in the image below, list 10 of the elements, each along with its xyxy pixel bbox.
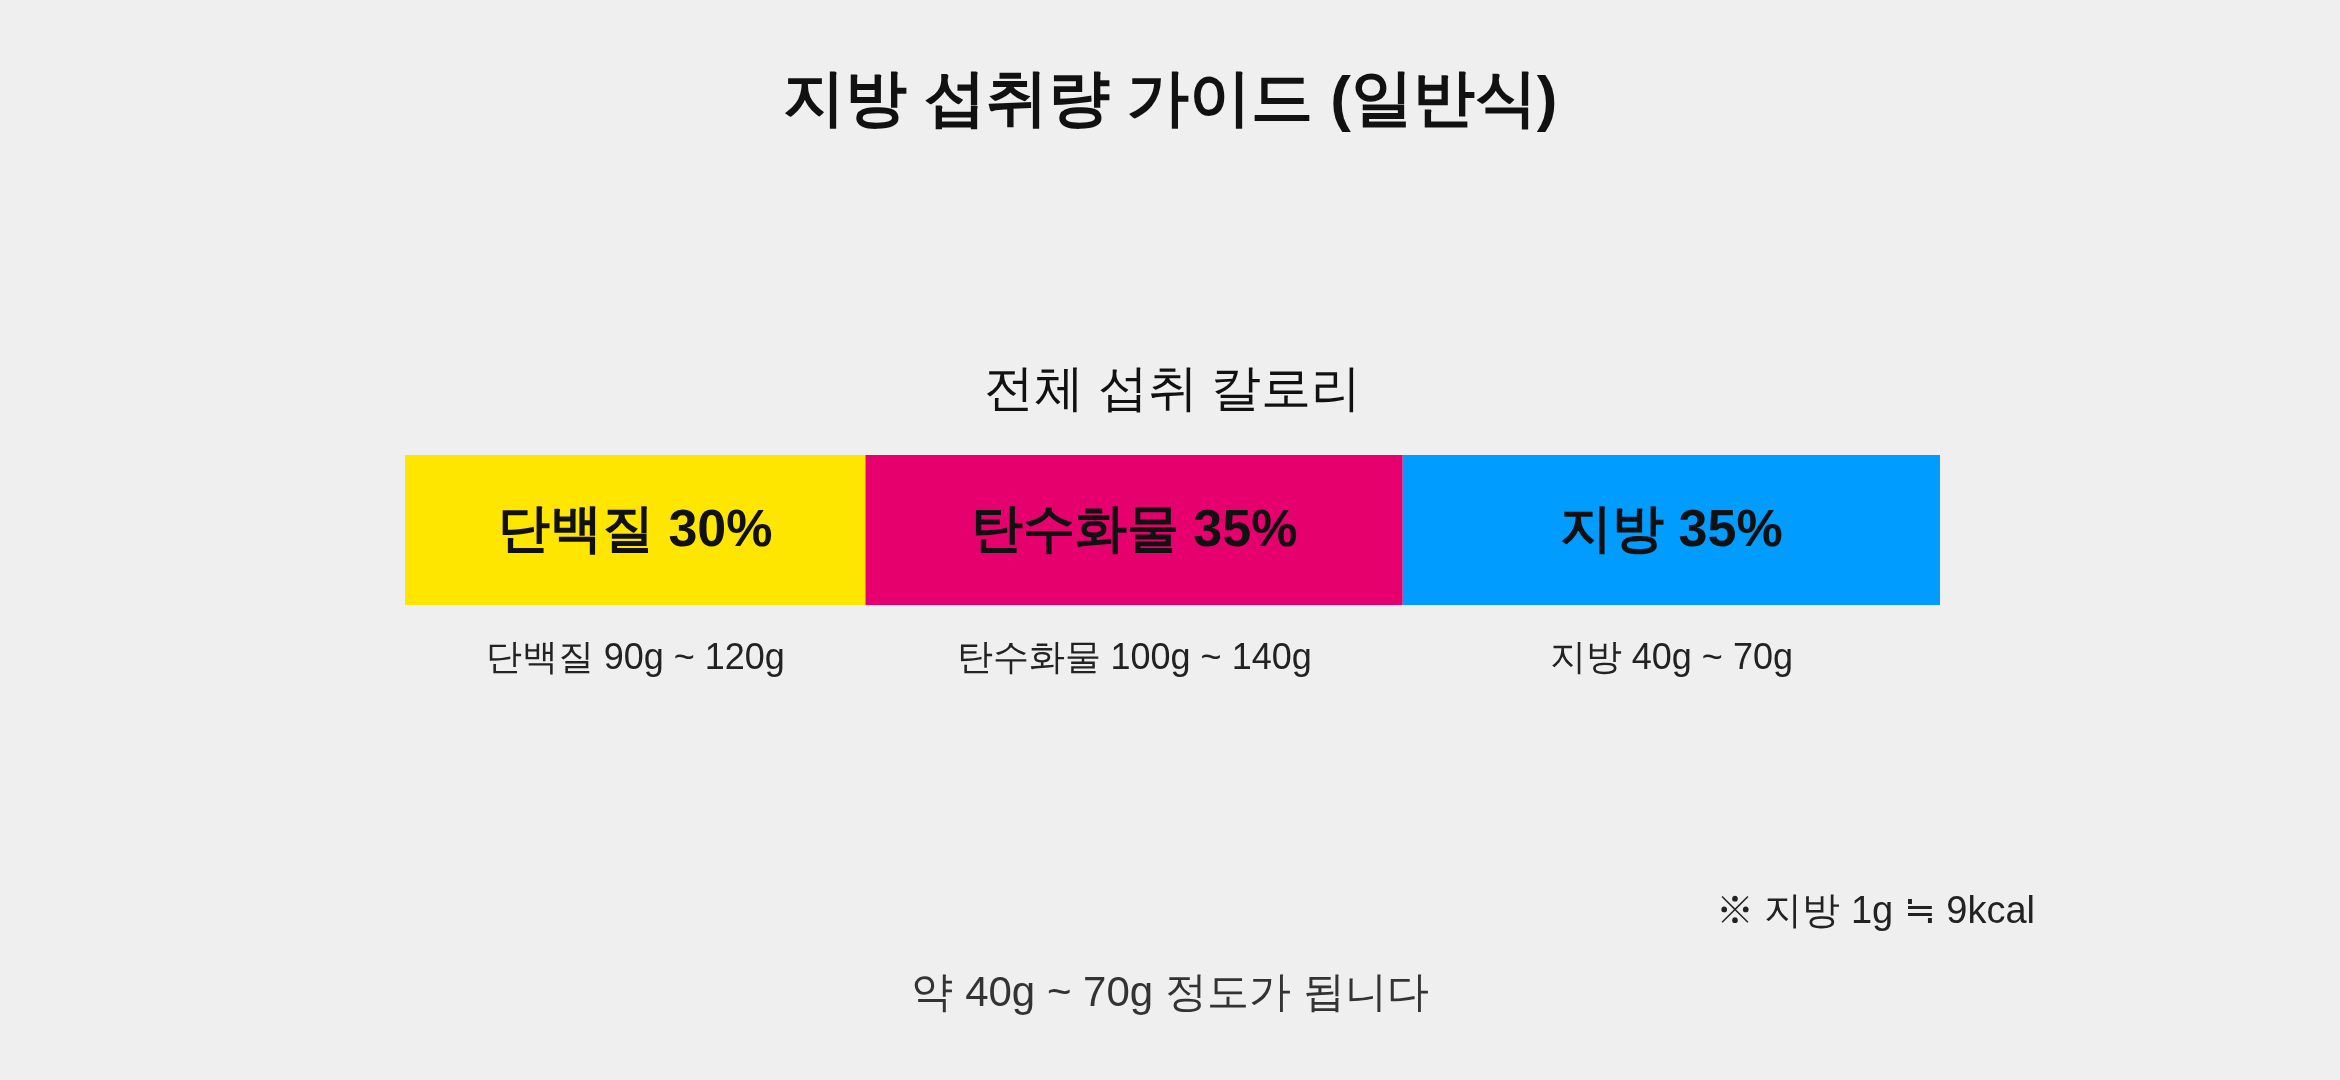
chart-title: 지방 섭취량 가이드 (일반식) [782, 63, 1558, 132]
text: ※ 지방 1g ≒ 9kcal [1715, 889, 2035, 931]
text: 단백질 90g ~ 120g [485, 636, 785, 677]
text: 탄수화물 100g ~ 140g [956, 636, 1312, 677]
chart-subtitle: 전체 섭취 칼로리 [983, 360, 1362, 416]
data-label: 단백질 30% [497, 499, 773, 557]
text: 약 40g ~ 70g 정도가 됩니다 [911, 968, 1429, 1015]
data-label: 탄수화물 35% [970, 499, 1298, 557]
text: 지방 40g ~ 70g [1549, 636, 1793, 677]
data-label: 지방 35% [1560, 499, 1783, 557]
